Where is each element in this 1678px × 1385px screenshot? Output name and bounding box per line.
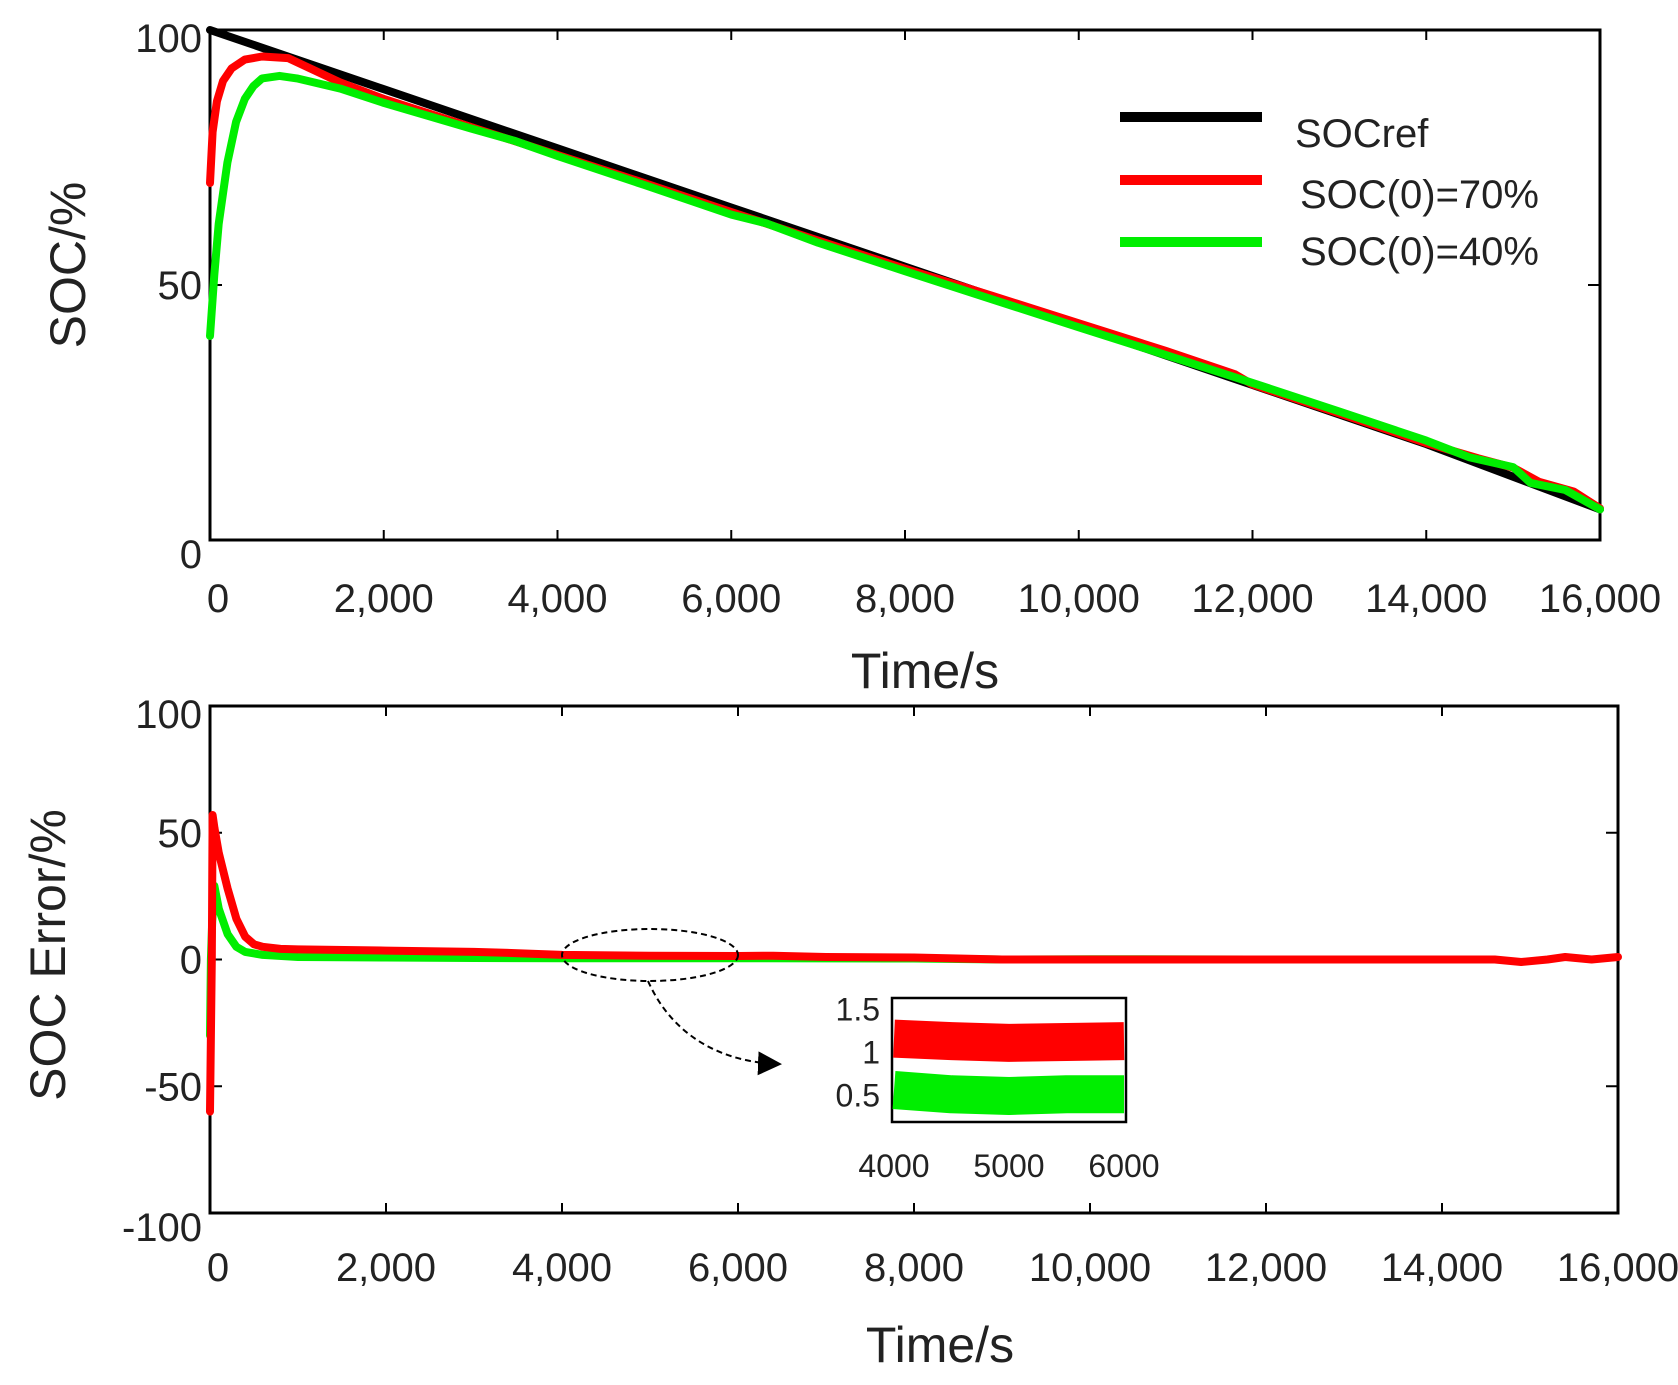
error-x-tick-label: 2,000 [336, 1246, 436, 1290]
legend-label-soc70: SOC(0)=70% [1300, 173, 1539, 217]
error-x-tick-label: 4,000 [512, 1246, 612, 1290]
error-x-tick-label: 12,000 [1205, 1246, 1327, 1290]
inset-line-soc-0-70-error-zoom [893, 1019, 1125, 1062]
inset-x-tick-label: 5000 [973, 1148, 1044, 1184]
soc-x-tick-label: 16,000 [1539, 577, 1661, 621]
inset-y-tick-label: 1.5 [836, 992, 880, 1028]
soc-x-tick-labels: 0 2,000 4,000 6,000 8,000 10,000 12,000 14,000 1… [207, 577, 1661, 621]
error-y-tick-labels: -100 -50 0 50 100 [122, 693, 202, 1250]
inset-series [892, 1019, 1125, 1115]
soc-x-tick-label: 8,000 [855, 577, 955, 621]
zoom-arrow [647, 980, 782, 1076]
zoom-inset: 0.5 1 1.5 4000 5000 6000 [836, 992, 1160, 1184]
soc-y-tick-label: 0 [180, 533, 202, 577]
soc-x-axis-label: Time/s [851, 643, 999, 699]
soc-chart: 0 2,000 4,000 6,000 8,000 10,000 12,000 14,000 1… [40, 17, 1661, 699]
legend-label-socref: SOCref [1295, 112, 1429, 156]
soc-y-tick-label: 100 [135, 17, 202, 61]
error-ticks [209, 705, 1619, 1214]
soc-x-tick-label: 14,000 [1365, 577, 1487, 621]
soc-x-tick-label: 6,000 [681, 577, 781, 621]
inset-line-soc-0-40-error-zoom [892, 1071, 1124, 1115]
zoom-annotation [561, 928, 782, 1076]
inset-tick-labels: 0.5 1 1.5 4000 5000 6000 [836, 992, 1160, 1184]
inset-y-tick-label: 1 [862, 1034, 880, 1070]
error-y-tick-label: 0 [180, 939, 202, 983]
error-x-tick-label: 16,000 [1557, 1246, 1678, 1290]
error-x-tick-label: 6,000 [688, 1246, 788, 1290]
soc-x-tick-label: 4,000 [507, 577, 607, 621]
error-x-tick-label: 14,000 [1381, 1246, 1503, 1290]
soc-x-tick-label: 0 [207, 577, 229, 621]
soc-x-tick-label: 12,000 [1191, 577, 1313, 621]
inset-x-tick-label: 4000 [858, 1148, 929, 1184]
error-y-tick-label: -50 [144, 1065, 202, 1109]
soc-line-soc-0-40 [206, 71, 1604, 514]
error-y-tick-label: 50 [158, 812, 203, 856]
soc-y-axis-label: SOC/% [40, 182, 96, 349]
error-y-tick-label: 100 [135, 693, 202, 737]
error-x-tick-label: 0 [207, 1246, 229, 1290]
error-x-axis-label: Time/s [866, 1317, 1014, 1373]
legend-label-soc40: SOC(0)=40% [1300, 230, 1539, 274]
soc-x-tick-label: 2,000 [334, 577, 434, 621]
soc-series [206, 26, 1604, 514]
soc-error-chart: 0 2,000 4,000 6,000 8,000 10,000 12,000 14,000 1… [20, 693, 1678, 1373]
error-x-tick-label: 10,000 [1029, 1246, 1151, 1290]
error-y-axis-label: SOC Error/% [20, 809, 76, 1101]
zoom-region-ellipse [561, 928, 739, 982]
error-x-tick-labels: 0 2,000 4,000 6,000 8,000 10,000 12,000 14,000 1… [207, 1246, 1678, 1290]
error-y-tick-label: -100 [122, 1206, 202, 1250]
error-x-tick-label: 8,000 [864, 1246, 964, 1290]
inset-y-tick-label: 0.5 [836, 1077, 880, 1113]
soc-y-tick-labels: 0 50 100 [135, 17, 202, 577]
soc-x-tick-label: 10,000 [1018, 577, 1140, 621]
soc-y-tick-label: 50 [158, 264, 203, 308]
soc-legend: SOCref SOC(0)=70% SOC(0)=40% [1120, 112, 1539, 274]
inset-x-tick-label: 6000 [1088, 1148, 1159, 1184]
